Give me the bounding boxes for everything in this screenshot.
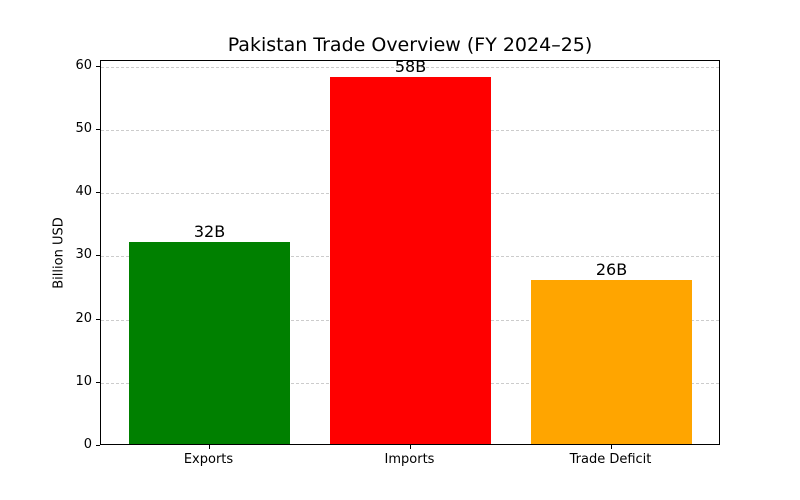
bar-trade-deficit <box>531 279 692 444</box>
x-tick-label: Exports <box>183 452 234 467</box>
x-tick-mark <box>610 445 612 449</box>
chart-title: Pakistan Trade Overview (FY 2024–25) <box>227 34 593 56</box>
y-tick-label: 10 <box>75 373 92 389</box>
y-tick-label: 0 <box>83 437 92 452</box>
y-tick-mark <box>96 318 100 320</box>
y-tick-mark <box>96 128 100 130</box>
y-tick-mark <box>96 65 100 67</box>
bar-value-label: 32B <box>193 221 226 241</box>
x-tick-label: Trade Deficit <box>569 452 652 467</box>
y-tick-label: 60 <box>75 57 92 73</box>
y-tick-mark <box>96 192 100 194</box>
bar-value-label: 26B <box>595 259 628 279</box>
x-tick-mark <box>409 445 411 449</box>
plot-area: 32B 58B 26B <box>100 57 720 445</box>
y-tick-label: 30 <box>75 247 92 263</box>
bar-value-label: 58B <box>394 57 427 77</box>
gridline <box>101 66 719 68</box>
y-tick-mark <box>96 381 100 383</box>
y-tick-label: 40 <box>75 184 92 200</box>
x-tick-mark <box>208 445 210 449</box>
x-tick-label: Imports <box>384 452 435 467</box>
bar-imports <box>330 77 491 444</box>
y-tick-mark <box>96 445 100 446</box>
bar-exports <box>129 241 290 444</box>
y-tick-mark <box>96 255 100 257</box>
y-tick-label: 50 <box>75 120 92 136</box>
y-tick-label: 20 <box>75 310 92 326</box>
